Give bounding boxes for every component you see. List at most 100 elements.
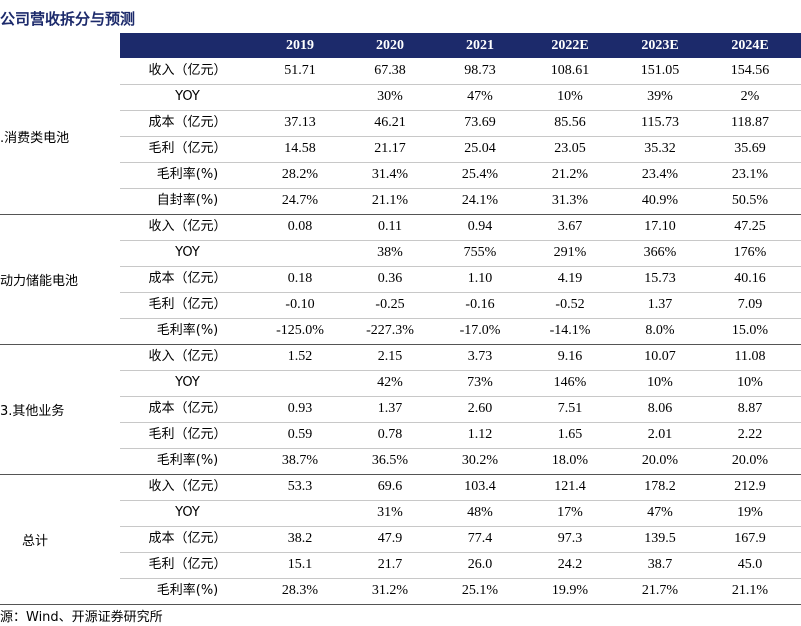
cell-value — [255, 240, 345, 266]
cell-value: 21.2% — [551, 167, 589, 182]
row-divider — [120, 266, 801, 267]
cell-value: 10% — [557, 89, 583, 104]
row-divider — [120, 578, 801, 579]
cell-value: 212.9 — [734, 479, 766, 494]
cell-value: 103.4 — [464, 479, 496, 494]
cell-value: 47.9 — [377, 531, 403, 546]
cell-value: 31% — [377, 505, 403, 520]
cell-value: 24.2 — [557, 557, 583, 572]
cell-value: 1.37 — [647, 297, 673, 312]
cell-value: 31.2% — [371, 583, 409, 598]
cell-value — [255, 370, 345, 396]
group-label: 动力储能电池 — [0, 274, 79, 289]
row-label: 收入（亿元） — [148, 63, 227, 78]
cell-value: 115.73 — [641, 115, 679, 130]
row-divider — [120, 370, 801, 371]
cell-value: 15.0% — [731, 323, 769, 338]
row-label: 毛利（亿元） — [148, 427, 227, 442]
cell-value: 30.2% — [461, 453, 499, 468]
row-label: 收入（亿元） — [148, 479, 227, 494]
cell-value: 17% — [557, 505, 583, 520]
cell-value: -0.16 — [465, 297, 495, 312]
cell-value: 38.7 — [647, 557, 673, 572]
cell-value: 19% — [737, 505, 763, 520]
cell-value: -0.52 — [555, 297, 585, 312]
row-label: 成本（亿元） — [148, 271, 227, 286]
cell-value: 25.1% — [461, 583, 499, 598]
cell-value: 291% — [553, 245, 587, 260]
cell-value: -0.10 — [285, 297, 315, 312]
column-header: 2022E — [551, 38, 589, 53]
row-divider — [120, 110, 801, 111]
row-label: 毛利率(%) — [156, 167, 219, 182]
cell-value: 21.1% — [731, 583, 769, 598]
cell-value: 39% — [647, 89, 673, 104]
source-note: 源：Wind、开源证券研究所 — [0, 610, 163, 625]
row-divider — [120, 526, 801, 527]
cell-value: 15.73 — [644, 271, 676, 286]
cell-value: 38.7% — [281, 453, 319, 468]
cell-value: 21.17 — [374, 141, 406, 156]
row-divider — [120, 188, 801, 189]
cell-value: 23.05 — [554, 141, 586, 156]
row-label: 毛利率(%) — [156, 323, 219, 338]
column-header: 2020 — [376, 38, 404, 53]
cell-value: 18.0% — [551, 453, 589, 468]
cell-value: 77.4 — [467, 531, 493, 546]
cell-value: 1.65 — [557, 427, 583, 442]
cell-value: 42% — [377, 375, 403, 390]
column-header: 2024E — [731, 38, 769, 53]
cell-value: 69.6 — [377, 479, 403, 494]
group-label: 3.其他业务 — [0, 404, 65, 419]
group-divider — [0, 474, 801, 475]
cell-value: 98.73 — [464, 63, 496, 78]
row-divider — [120, 396, 801, 397]
cell-value: 10.07 — [644, 349, 676, 364]
cell-value: -14.1% — [549, 323, 591, 338]
cell-value: 14.58 — [284, 141, 316, 156]
cell-value: 21.7 — [377, 557, 403, 572]
cell-value: 47% — [467, 89, 493, 104]
cell-value — [255, 500, 345, 526]
header-bar — [120, 33, 801, 58]
cell-value: 23.1% — [731, 167, 769, 182]
cell-value: 47.25 — [734, 219, 766, 234]
group-divider — [0, 344, 801, 345]
cell-value: 38% — [377, 245, 403, 260]
cell-value: 30% — [377, 89, 403, 104]
cell-value: 0.18 — [287, 271, 313, 286]
row-label: 毛利率(%) — [156, 583, 219, 598]
row-label: 毛利（亿元） — [148, 297, 227, 312]
column-header: 2021 — [466, 38, 494, 53]
row-divider — [120, 448, 801, 449]
cell-value: 151.05 — [640, 63, 680, 78]
row-label: 自封率(%) — [156, 193, 219, 208]
row-label: YOY — [175, 375, 200, 390]
cell-value: 139.5 — [644, 531, 676, 546]
cell-value: 9.16 — [557, 349, 583, 364]
row-label: 毛利（亿元） — [148, 141, 227, 156]
cell-value: 7.51 — [557, 401, 583, 416]
cell-value: 20.0% — [731, 453, 769, 468]
cell-value: 167.9 — [734, 531, 766, 546]
cell-value: 1.10 — [467, 271, 493, 286]
row-divider — [120, 318, 801, 319]
cell-value: 17.10 — [644, 219, 676, 234]
cell-value: 7.09 — [737, 297, 763, 312]
row-label: 收入（亿元） — [148, 219, 227, 234]
row-divider — [120, 136, 801, 137]
cell-value: 36.5% — [371, 453, 409, 468]
cell-value: 40.9% — [641, 193, 679, 208]
cell-value: 31.4% — [371, 167, 409, 182]
cell-value: 67.38 — [374, 63, 406, 78]
cell-value: 19.9% — [551, 583, 589, 598]
group-label: .消费类电池 — [0, 131, 70, 146]
cell-value: 40.16 — [734, 271, 766, 286]
cell-value: 51.71 — [284, 63, 316, 78]
cell-value: 50.5% — [731, 193, 769, 208]
cell-value: 121.4 — [554, 479, 586, 494]
row-label: 成本（亿元） — [148, 401, 227, 416]
cell-value: 2.15 — [377, 349, 403, 364]
cell-value: 20.0% — [641, 453, 679, 468]
